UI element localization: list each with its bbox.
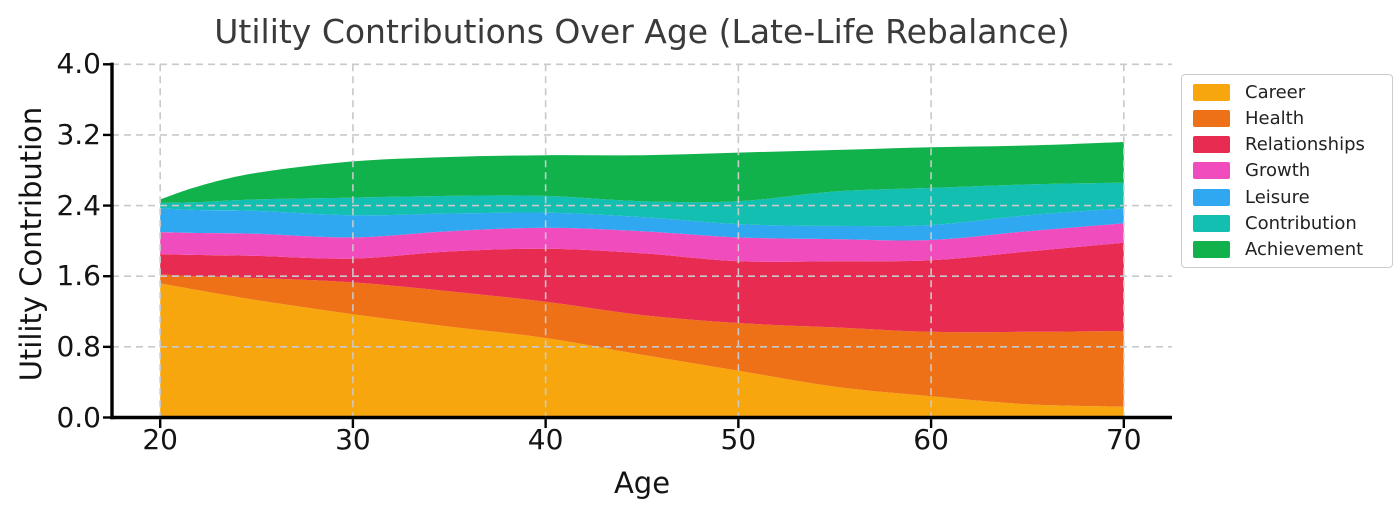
- x-tick-label-20: 20: [142, 423, 178, 456]
- legend-swatch-health: [1193, 109, 1230, 127]
- y-axis-label: Utility Contribution: [14, 106, 48, 382]
- legend-item-contribution: Contribution: [1182, 213, 1392, 234]
- x-tick-label-40: 40: [527, 423, 564, 456]
- legend-swatch-contribution: [1193, 215, 1230, 233]
- legend-label-leisure: Leisure: [1245, 186, 1310, 208]
- area-leisure: [160, 208, 1124, 241]
- legend-swatch-achievement: [1193, 241, 1230, 259]
- y-tick-label-0.0: 0.0: [56, 400, 101, 434]
- area-career: [160, 283, 1124, 418]
- area-contribution: [160, 182, 1124, 227]
- legend-label-achievement: Achievement: [1245, 239, 1364, 261]
- legend-label-career: Career: [1245, 81, 1306, 103]
- legend-label-growth: Growth: [1245, 160, 1311, 182]
- legend-swatch-relationships: [1193, 136, 1230, 154]
- legend-label-health: Health: [1245, 107, 1305, 129]
- x-axis-label: Age: [613, 466, 671, 500]
- legend-item-health: Health: [1182, 108, 1392, 129]
- legend-item-career: Career: [1182, 82, 1392, 103]
- area-health: [160, 274, 1124, 407]
- legend-label-contribution: Contribution: [1245, 213, 1357, 235]
- x-tick-label-70: 70: [1105, 423, 1142, 456]
- y-tick-label-0.8: 0.8: [56, 329, 101, 363]
- x-tick-label-60: 60: [913, 423, 949, 456]
- legend-label-relationships: Relationships: [1245, 134, 1365, 156]
- area-relationships: [160, 242, 1124, 333]
- legend-box: Career Health Relationships Growth Leisure Co…: [1181, 74, 1393, 268]
- area-growth: [160, 223, 1124, 262]
- legend-item-growth: Growth: [1182, 160, 1392, 181]
- legend-swatch-leisure: [1193, 188, 1230, 206]
- x-tick-label-30: 30: [335, 423, 371, 456]
- y-tick-label-2.4: 2.4: [56, 188, 101, 222]
- legend-item-achievement: Achievement: [1182, 239, 1392, 260]
- chart-title: Utility Contributions Over Age (Late-Lif…: [214, 12, 1070, 51]
- y-tick-label-4.0: 4.0: [56, 47, 101, 81]
- area-achievement: [160, 142, 1124, 203]
- legend-swatch-growth: [1193, 162, 1230, 180]
- x-tick-label-50: 50: [720, 423, 757, 456]
- legend-swatch-career: [1193, 83, 1230, 101]
- y-tick-label-3.2: 3.2: [56, 117, 101, 151]
- y-tick-label-1.6: 1.6: [56, 259, 101, 293]
- legend-item-relationships: Relationships: [1182, 134, 1392, 155]
- legend-item-leisure: Leisure: [1182, 187, 1392, 208]
